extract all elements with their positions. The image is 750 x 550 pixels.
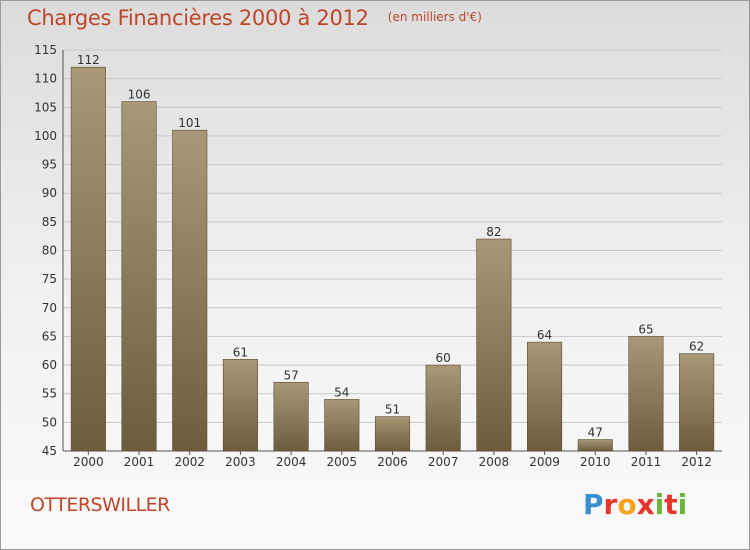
brand-letter: o <box>617 488 637 521</box>
data-label: 64 <box>537 328 552 342</box>
commune-name: OTTERSWILLER <box>30 494 170 516</box>
y-tick-label: 90 <box>42 186 57 200</box>
chart-title: Charges Financières 2000 à 2012 <box>27 6 369 30</box>
bar <box>374 416 411 452</box>
data-label: 51 <box>385 403 400 417</box>
data-label: 112 <box>77 53 100 67</box>
data-label: 54 <box>334 385 349 399</box>
chart-subtitle: (en milliers d'€) <box>387 10 482 24</box>
y-tick-label: 100 <box>34 129 57 143</box>
bar <box>577 439 613 452</box>
bar <box>527 341 563 452</box>
bar <box>222 359 258 452</box>
bar <box>679 353 715 452</box>
brand-logo[interactable]: Proxiti <box>583 488 687 521</box>
labels: 45 50 55 60 65 70 75 80 85 90 95 100 105 110 115 112 200… <box>34 43 712 469</box>
y-tick-label: 55 <box>42 387 57 401</box>
data-label: 61 <box>233 345 248 359</box>
brand-letter: i <box>677 488 688 521</box>
bar <box>70 66 106 452</box>
brand-letter: x <box>636 488 655 521</box>
data-label: 106 <box>128 88 151 102</box>
data-label: 47 <box>588 426 603 440</box>
y-tick-label: 45 <box>42 444 57 458</box>
bar <box>121 101 157 452</box>
bars <box>70 66 715 452</box>
y-tick-label: 75 <box>42 272 57 286</box>
bar <box>172 129 208 452</box>
grid-lines <box>63 49 722 452</box>
bar <box>273 381 309 452</box>
bar <box>425 364 461 452</box>
y-tick-label: 50 <box>42 415 57 429</box>
y-tick-label: 65 <box>42 329 57 343</box>
x-tick-label: 2000 <box>73 455 104 469</box>
bar <box>324 399 360 452</box>
axes <box>62 50 722 455</box>
x-tick-label: 2007 <box>428 455 459 469</box>
x-tick-label: 2004 <box>276 455 307 469</box>
bar <box>476 238 512 452</box>
y-tick-label: 60 <box>42 358 57 372</box>
x-tick-label: 2005 <box>327 455 358 469</box>
title-row: Charges Financières 2000 à 2012 (en mill… <box>27 6 482 30</box>
bar <box>628 336 664 452</box>
x-tick-label: 2008 <box>479 455 510 469</box>
data-label: 82 <box>486 225 501 239</box>
data-label: 57 <box>283 368 298 382</box>
data-label: 62 <box>689 340 704 354</box>
x-tick-label: 2011 <box>631 455 662 469</box>
y-tick-label: 95 <box>42 158 57 172</box>
y-tick-label: 110 <box>34 72 57 86</box>
data-label: 101 <box>178 116 201 130</box>
y-tick-label: 105 <box>34 100 57 114</box>
x-tick-label: 2001 <box>124 455 155 469</box>
x-tick-label: 2003 <box>225 455 256 469</box>
x-tick-label: 2012 <box>681 455 712 469</box>
x-tick-label: 2002 <box>174 455 205 469</box>
y-tick-label: 115 <box>34 43 57 57</box>
data-label: 60 <box>436 351 451 365</box>
brand-letter: t <box>664 488 678 521</box>
y-tick-label: 70 <box>42 301 57 315</box>
brand-letter: i <box>654 488 665 521</box>
x-tick-label: 2006 <box>377 455 408 469</box>
brand-letter: P <box>583 488 604 521</box>
x-tick-label: 2010 <box>580 455 611 469</box>
y-tick-label: 80 <box>42 244 57 258</box>
x-tick-label: 2009 <box>529 455 560 469</box>
y-tick-label: 85 <box>42 215 57 229</box>
brand-letter: r <box>603 488 618 521</box>
data-label: 65 <box>638 322 653 336</box>
